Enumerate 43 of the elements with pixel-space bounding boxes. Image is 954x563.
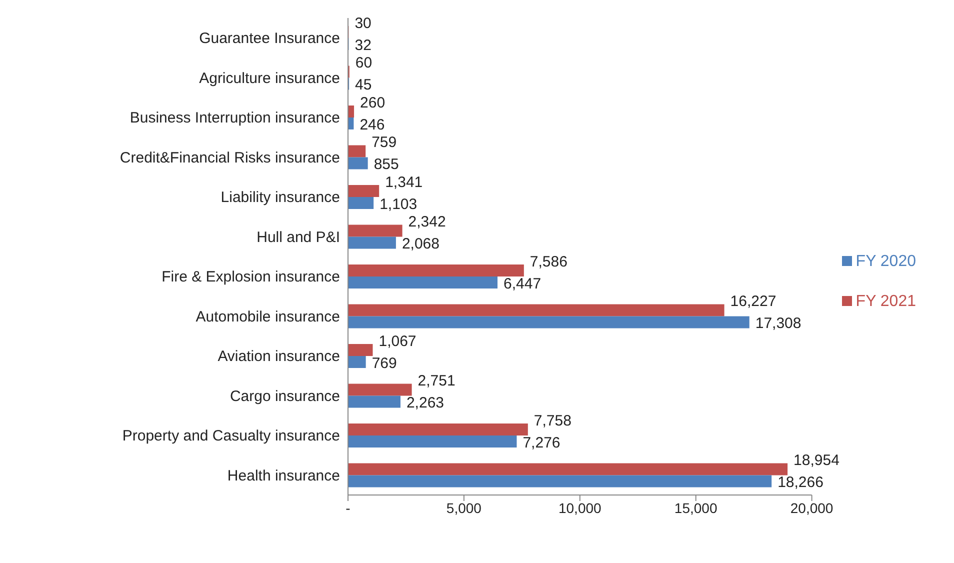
data-label: 2,263: [406, 394, 444, 412]
y-tick-label: Agriculture insurance: [199, 70, 340, 87]
data-label: 855: [374, 156, 399, 174]
data-label: 60: [355, 54, 372, 72]
data-label: 759: [372, 134, 397, 152]
data-label: 260: [360, 94, 386, 112]
y-tick-label: Credit&Financial Risks insurance: [120, 149, 340, 166]
data-label: 7,758: [534, 412, 572, 430]
y-tick-label: Guarantee Insurance: [199, 30, 340, 48]
y-tick-label: Hull and P&I: [256, 228, 340, 246]
y-tick-label: Cargo insurance: [230, 388, 340, 405]
data-label: 2,068: [402, 236, 440, 253]
data-label: 246: [360, 116, 385, 134]
y-tick-label: Liability insurance: [220, 189, 340, 206]
data-label: 16,227: [730, 293, 776, 310]
legend-label: FY 2020: [856, 252, 916, 270]
x-tick-label: 5,000: [446, 500, 482, 516]
data-label: 7,586: [530, 253, 568, 270]
data-label: 1,067: [378, 332, 416, 350]
x-tick-label: 10,000: [558, 500, 602, 516]
x-tick-label: 15,000: [674, 500, 718, 516]
data-label: 1,103: [380, 196, 418, 213]
data-label: 18,266: [778, 474, 824, 492]
x-tick-label: -: [346, 500, 351, 516]
data-label: 32: [354, 36, 372, 54]
x-tick-label: 20,000: [790, 500, 834, 516]
data-label: 18,954: [794, 452, 840, 470]
data-label: 45: [355, 76, 372, 94]
data-label: 769: [372, 354, 397, 372]
data-label: 2,751: [418, 372, 456, 390]
y-tick-label: Automobile insurance: [196, 308, 340, 326]
data-label: 2,342: [408, 214, 446, 231]
data-label: 1,341: [385, 174, 423, 191]
y-tick-label: Aviation insurance: [218, 348, 340, 366]
legend-label: FY 2021: [856, 292, 916, 310]
data-label: 17,308: [755, 315, 802, 332]
data-label: 30: [354, 14, 372, 32]
y-tick-label: Property and Casualty insurance: [122, 428, 340, 445]
data-label: 7,276: [522, 434, 560, 452]
y-tick-label: Fire & Explosion insurance: [162, 268, 340, 286]
data-label: 6,447: [504, 275, 542, 292]
y-tick-label: Health insurance: [227, 467, 340, 484]
y-tick-label: Business Interruption insurance: [130, 110, 340, 127]
